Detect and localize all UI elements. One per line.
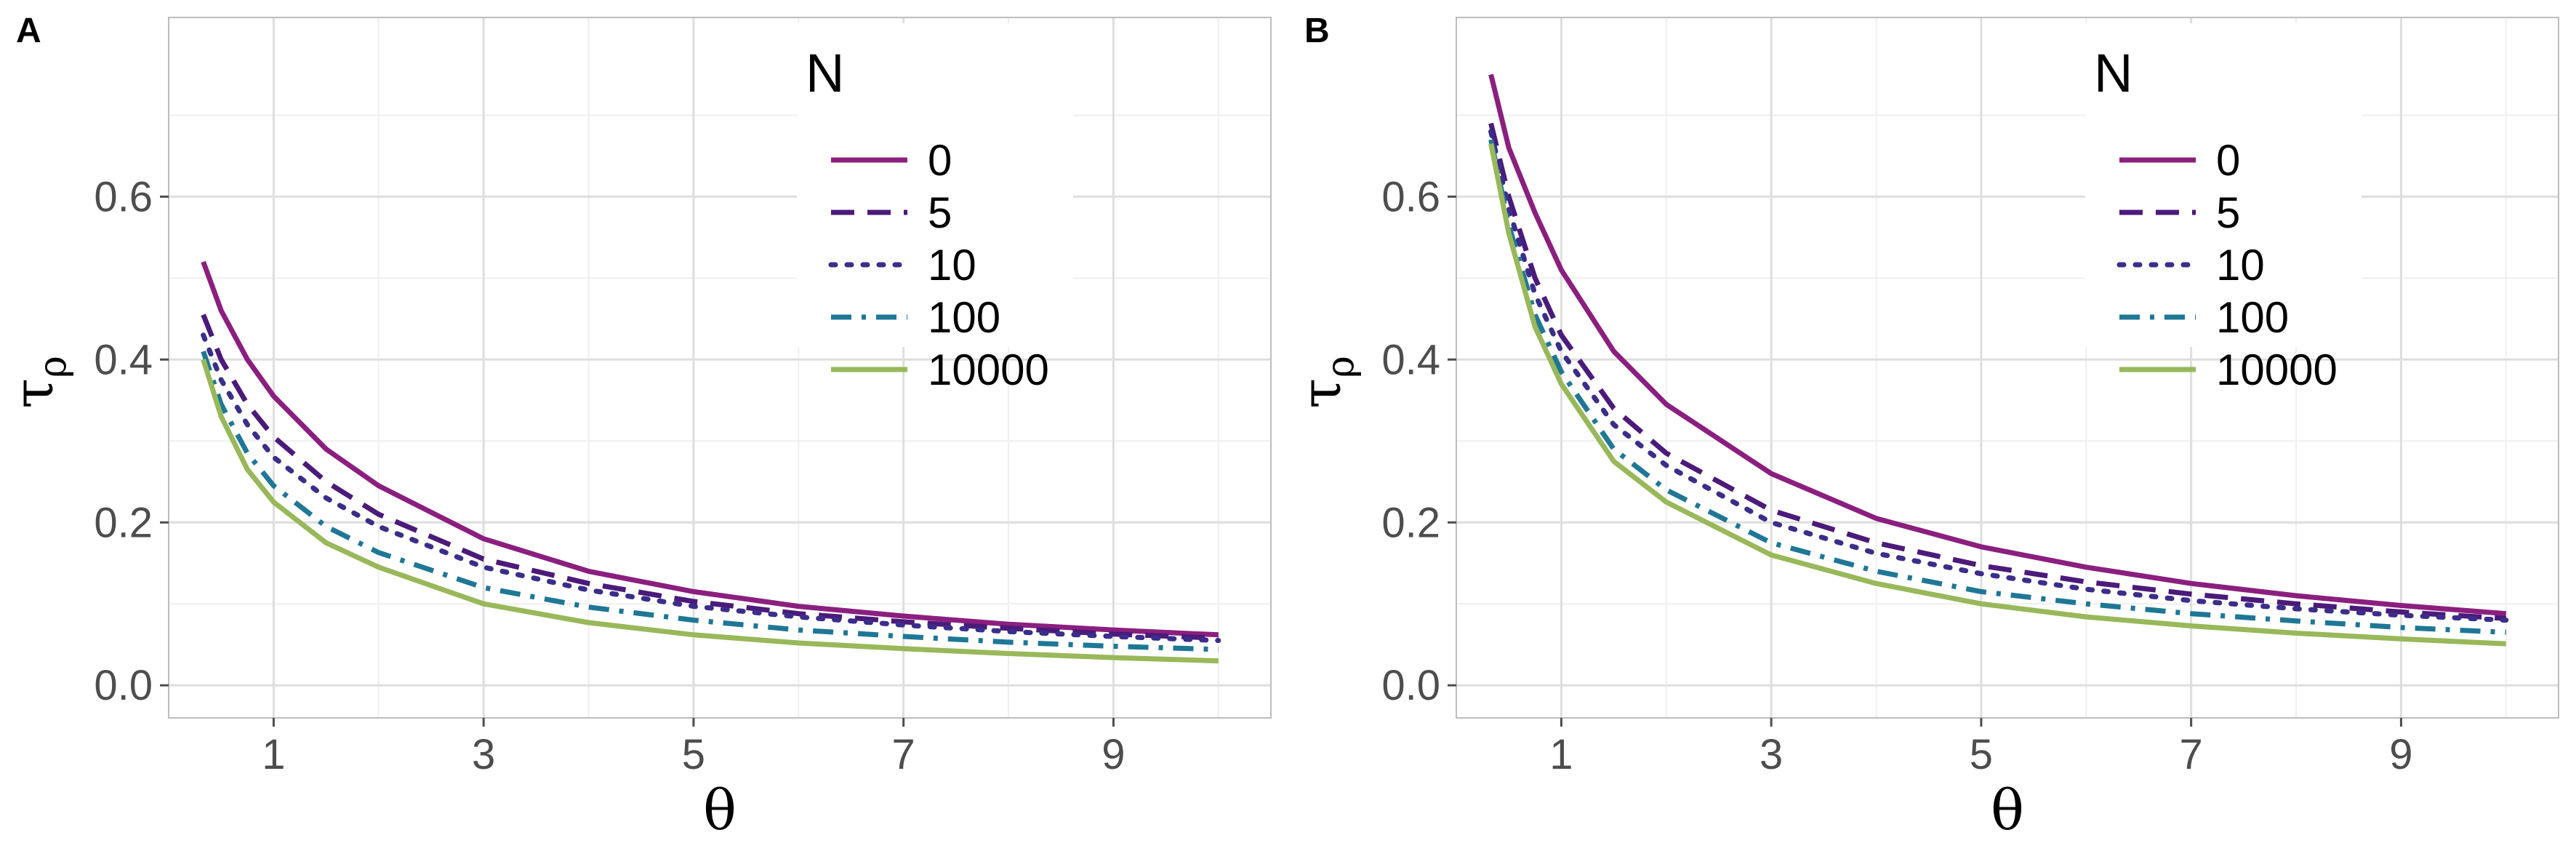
y-axis-title-main: τ	[1288, 378, 1353, 409]
legend-title: N	[806, 43, 844, 103]
series-line-n-5	[201, 313, 1219, 641]
plot-area	[169, 17, 1271, 718]
legend-title: N	[2094, 43, 2132, 103]
legend-label-n-5: 5	[928, 188, 952, 237]
x-tick-label: 7	[2180, 731, 2203, 778]
legend-label-n-10000: 10000	[928, 345, 1049, 394]
y-tick-label: 0.0	[1381, 662, 1440, 709]
y-tick-label: 0.4	[1381, 336, 1440, 383]
legend-label-n-10: 10	[2216, 241, 2265, 289]
series-line-n-0	[201, 260, 1219, 638]
legend-label-n-10000: 10000	[2216, 345, 2338, 394]
legend-label-n-0: 0	[928, 136, 952, 185]
x-tick-label: 5	[682, 731, 705, 778]
y-axis-title-subscript: ρ	[1319, 356, 1363, 378]
x-axis-title: θ	[703, 778, 737, 842]
y-tick-label: 0.2	[1381, 499, 1440, 546]
y-axis-title: τρ	[1288, 356, 1363, 409]
series-line-n-10	[201, 332, 1221, 644]
panel-label: B	[1304, 12, 1330, 50]
legend-box	[2085, 23, 2362, 347]
x-tick-label: 7	[892, 731, 915, 778]
legend-label-n-10: 10	[928, 241, 976, 289]
panel-label: A	[16, 12, 41, 50]
legend-label-n-100: 100	[928, 293, 1000, 342]
y-tick-label: 0.2	[94, 499, 153, 546]
y-tick-label: 0.6	[1381, 173, 1440, 220]
legend-label-n-100: 100	[2216, 293, 2289, 342]
x-tick-label: 3	[472, 731, 495, 778]
legend-label-n-0: 0	[2216, 136, 2240, 185]
x-tick-label: 1	[1549, 731, 1573, 778]
x-tick-label: 5	[1970, 731, 1993, 778]
series-line-n-5	[1488, 122, 2507, 621]
y-axis-title-subscript: ρ	[31, 356, 75, 378]
y-tick-label: 0.0	[94, 662, 153, 709]
y-tick-label: 0.6	[94, 173, 153, 220]
x-tick-label: 9	[2389, 731, 2412, 778]
y-axis-title: τρ	[1, 356, 75, 409]
y-axis-title-main: τ	[1, 378, 65, 409]
series-line-n-10	[1488, 129, 2509, 623]
series-line-n-0	[1488, 73, 2507, 617]
legend-label-n-5: 5	[2216, 188, 2240, 237]
series-line-n-100	[1488, 139, 2506, 635]
panel-border	[168, 17, 1272, 719]
x-tick-label: 1	[262, 731, 285, 778]
y-tick-label: 0.4	[94, 336, 153, 383]
legend-box	[797, 23, 1073, 347]
series-line-n-10000	[1488, 143, 2506, 647]
panel-border	[1456, 17, 2559, 719]
x-tick-label: 3	[1760, 731, 1783, 778]
series-line-n-10000	[201, 359, 1219, 664]
x-tick-label: 9	[1102, 731, 1125, 778]
x-axis-title: θ	[1991, 778, 2024, 842]
